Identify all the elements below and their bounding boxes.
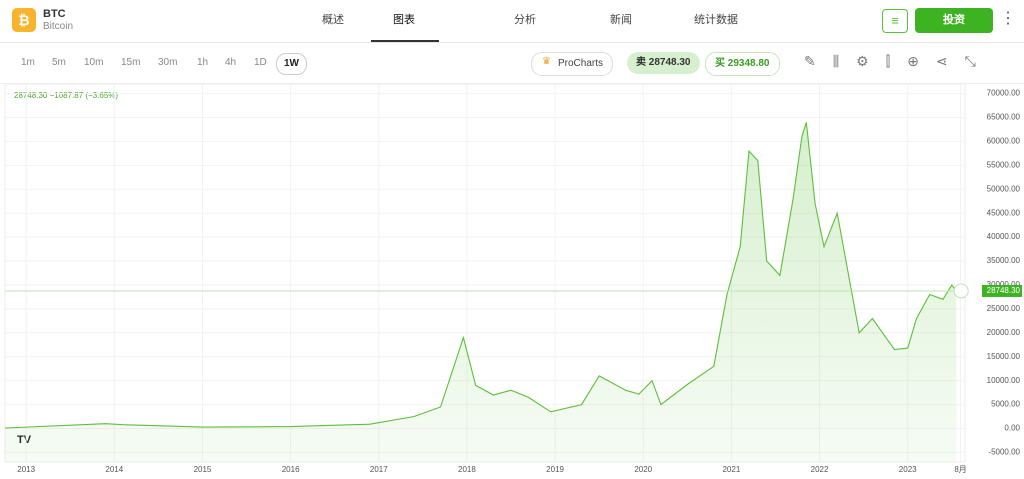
x-tick-label: 2016 [282, 465, 300, 474]
timeframe[interactable]: 1D [254, 57, 267, 68]
timeframe[interactable]: 30m [158, 57, 178, 68]
chart: 28748.30 −1087.87 (−3.65%) TV -5000.000.… [4, 84, 1022, 474]
tool-icons[interactable]: ✎⫼⚙⫿⊕⋖⤡ [804, 53, 993, 69]
buy-button[interactable]: 买 29348.80 [705, 52, 780, 76]
y-tick-label: 30000.00 [987, 280, 1021, 289]
x-tick-label: 2019 [546, 465, 564, 474]
x-tick-label: 8月 [954, 465, 966, 474]
more-button[interactable]: ⋮ [1000, 10, 1016, 27]
top-bar: ₿ BTC Bitcoin 概述 图表 分析 新闻 统计数据 ≡ 投资 ⋮ [0, 0, 1024, 43]
nav-item[interactable]: 统计数据 [694, 14, 738, 26]
timeframe[interactable]: 15m [121, 57, 141, 68]
area [5, 122, 957, 463]
x-tick-label: 2014 [105, 465, 123, 474]
crown-icon: ♛ [542, 56, 551, 67]
x-tick-label: 2015 [194, 465, 212, 474]
y-tick-label: 35000.00 [987, 256, 1021, 265]
last-point [953, 283, 969, 299]
y-tick-label: 50000.00 [987, 184, 1021, 193]
y-tick-label: 60000.00 [987, 137, 1021, 146]
name: Bitcoin [43, 21, 74, 32]
legend: 28748.30 −1087.87 (−3.65%) [14, 91, 118, 100]
timeframe[interactable]: 1W [276, 53, 307, 75]
x-tick-label: 2022 [811, 465, 829, 474]
y-tick-label: 40000.00 [987, 232, 1021, 241]
nav-item[interactable]: 分析 [514, 14, 536, 26]
last-price-box [982, 284, 1022, 297]
x-tick-label: 2013 [17, 465, 35, 474]
price-line [4, 122, 957, 429]
y-tick-label: 15000.00 [987, 352, 1021, 361]
watchlist-button[interactable]: ≡ [882, 9, 908, 33]
invest-button[interactable]: 投资 [915, 8, 993, 33]
y-tick-label: 65000.00 [987, 113, 1021, 122]
x-tick-label: 2021 [722, 465, 740, 474]
x-tick-label: 2018 [458, 465, 476, 474]
nav-item[interactable]: 图表 [371, 0, 439, 42]
x-tick-label: 2017 [370, 465, 388, 474]
btc-logo: ₿ [12, 8, 36, 32]
toolbar: 1m 5m 10m 15m 30m 1h 4h 1D 1W ProCharts ♛ 卖 2874… [0, 43, 1024, 84]
y-tick-label: 10000.00 [987, 376, 1021, 385]
timeframe[interactable]: 4h [225, 57, 237, 68]
nav-item[interactable]: 新闻 [610, 14, 632, 26]
y-tick-label: 20000.00 [987, 328, 1021, 337]
x-tick-label: 2023 [899, 465, 917, 474]
nav-item[interactable]: 概述 [322, 14, 344, 26]
procharts-button[interactable]: ProCharts [531, 52, 614, 76]
y-tick-label: 70000.00 [987, 89, 1021, 98]
x-tick-label: 2020 [634, 465, 652, 474]
y-tick-label: 55000.00 [987, 160, 1021, 169]
symbol: BTC [43, 8, 66, 20]
timeframe[interactable]: 1h [197, 57, 209, 68]
last-price-label: 28748.30 [987, 286, 1021, 295]
timeframe[interactable]: 5m [52, 57, 66, 68]
timeframe[interactable]: 1m [21, 57, 35, 68]
timeframe[interactable]: 10m [84, 57, 104, 68]
y-tick-label: 45000.00 [987, 208, 1021, 217]
y-tick-label: 5000.00 [991, 400, 1020, 409]
y-tick-label: -5000.00 [988, 448, 1020, 457]
y-tick-label: 0.00 [1004, 424, 1020, 433]
sell-button[interactable]: 卖 28748.30 [627, 52, 700, 74]
y-tick-label: 25000.00 [987, 304, 1021, 313]
